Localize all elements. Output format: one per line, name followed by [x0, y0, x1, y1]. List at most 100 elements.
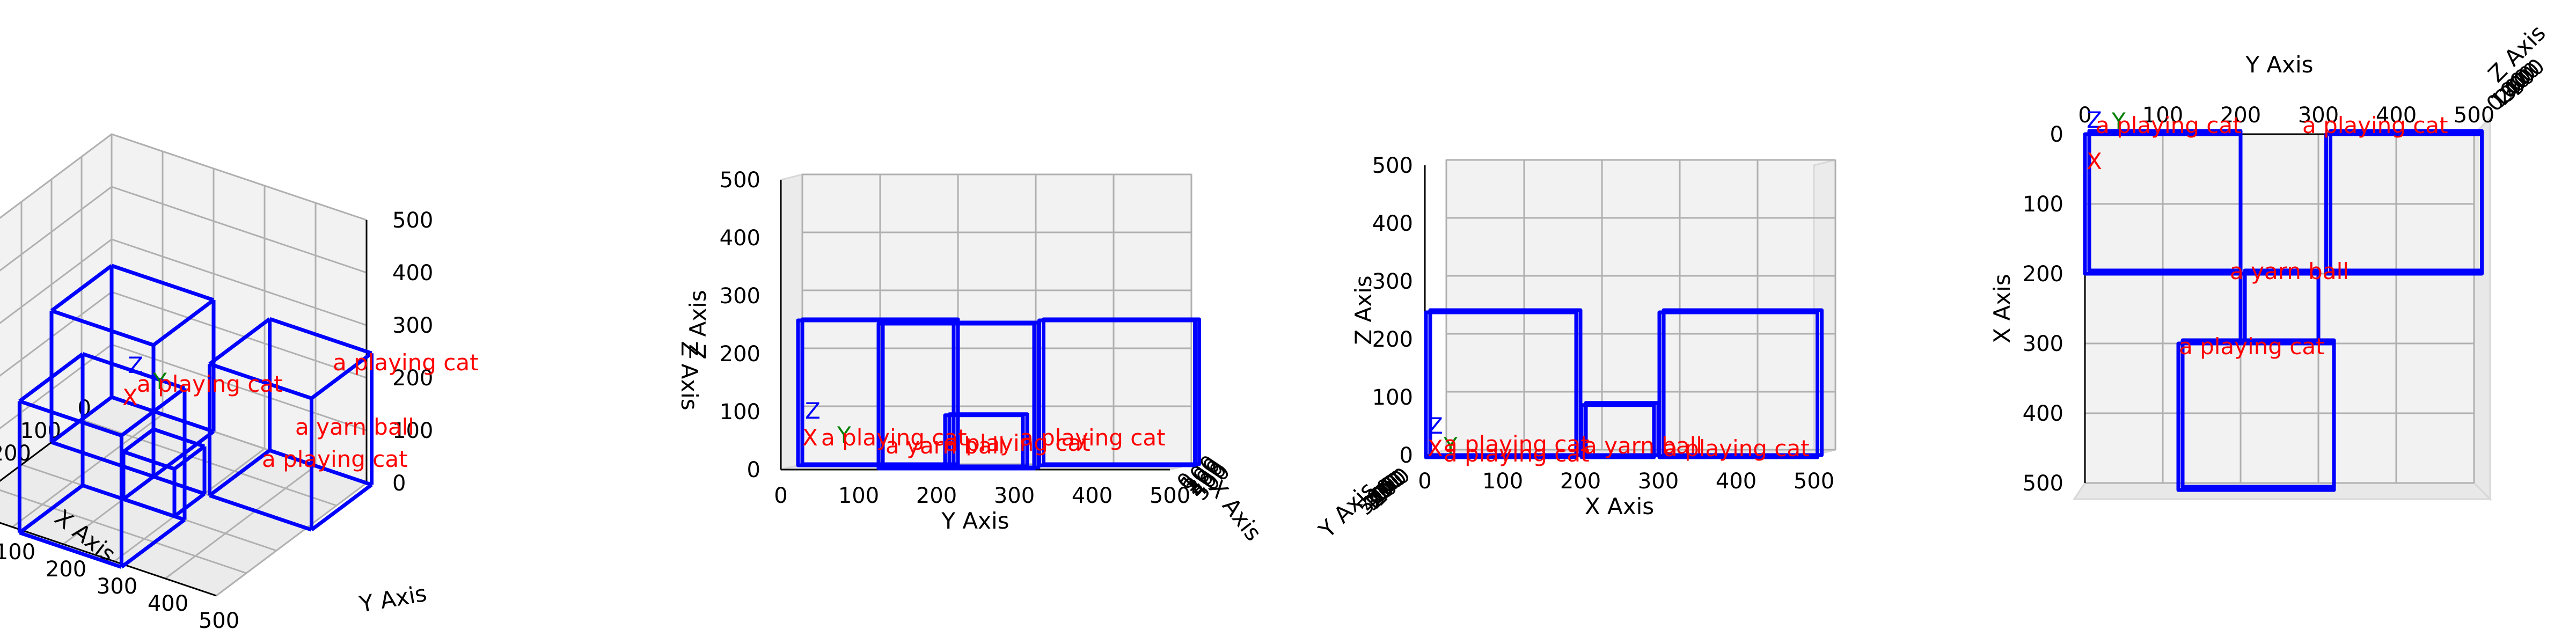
y-tick-label: 0 [2078, 103, 2091, 128]
box-label: a playing cat [137, 371, 283, 397]
box-label: a yarn ball [885, 433, 1005, 459]
y-tick-label: 100 [0, 540, 35, 565]
box-label: a playing cat [2302, 112, 2448, 138]
box-label: a playing cat [1444, 441, 1590, 467]
box-edge [152, 298, 215, 347]
grid-line [0, 343, 112, 429]
y-tick-label: 300 [2298, 103, 2339, 128]
axis-line-y [0, 522, 217, 597]
origin-x-label: X [1428, 435, 1443, 462]
origin-x-label: X [122, 384, 138, 411]
z-tick-label: 0 [1400, 443, 1413, 468]
box-edge [269, 317, 372, 355]
x-tick-label: 300 [1638, 469, 1679, 494]
box-label: a playing cat [333, 349, 479, 376]
x-axis-label: X Axis [1989, 274, 2015, 343]
box-edge [82, 484, 186, 522]
bounding-box [1657, 310, 1819, 459]
box-edge [50, 309, 155, 347]
y-tick-label: 100 [838, 484, 879, 508]
y-tick-label: 100 [2142, 103, 2183, 128]
grid-line [216, 482, 367, 597]
box-edge [122, 427, 155, 453]
box-edge [18, 484, 84, 535]
origin-x-label: X [2087, 148, 2102, 174]
box-edge [111, 264, 215, 302]
box-edge [122, 450, 175, 471]
box-edge [152, 474, 206, 496]
perspective-view-panel: 0001001001002002002003003003004004004005… [0, 133, 702, 633]
bounding-box [208, 317, 374, 532]
y-tick-label: 300 [994, 484, 1035, 508]
y-tick-label: 500 [1150, 484, 1190, 508]
box-label: a yarn ball [2230, 258, 2349, 284]
box-edge [50, 440, 155, 479]
bounding-box [876, 321, 1036, 471]
grid-line [0, 238, 112, 324]
box-label: a playing cat [821, 425, 967, 451]
y-tick-label: 400 [2376, 103, 2417, 128]
box-edge [82, 352, 186, 390]
box-edge [208, 449, 271, 497]
y-axis-label: Y Axis [2245, 52, 2313, 78]
bounding-box [2087, 129, 2243, 273]
z-tick-label: 200 [720, 342, 760, 367]
y-tick-label: 200 [2220, 103, 2261, 128]
z-tick-label: 300 [392, 313, 433, 338]
x-axis-label: X Axis [1585, 493, 1654, 519]
box-edge [120, 386, 186, 437]
box-edge [209, 362, 312, 400]
z-tick-label: 0 [747, 458, 760, 482]
z-tick-label: 400 [1372, 211, 1413, 236]
z-tick-label: 200 [392, 366, 433, 391]
box-edge [19, 399, 122, 437]
y-tick-label: 200 [46, 557, 86, 582]
box-edge [122, 475, 155, 501]
z-tick-label: 100 [1372, 385, 1413, 410]
z-tick-label: 500 [1372, 153, 1413, 178]
origin-z-label: Z [1428, 413, 1443, 439]
origin-x-label: X [802, 425, 818, 451]
box-edge [310, 352, 373, 400]
y-tick-label: 0 [774, 484, 787, 508]
y-tick-label: 400 [148, 591, 188, 616]
x-tick-label: 0 [1418, 469, 1431, 494]
z-axis-label: Z Axis [1350, 275, 1377, 345]
z-tick-label: 500 [392, 208, 433, 233]
box-label: a yarn ball [295, 414, 414, 440]
box-edge [208, 317, 271, 366]
box-label: a playing cat [945, 430, 1091, 456]
x-tick-label: 300 [0, 464, 1, 488]
z-tick-label: 300 [720, 284, 760, 309]
z-tick-label: 0 [392, 471, 406, 496]
bounding-box [2180, 338, 2336, 489]
bounding-box [796, 318, 956, 467]
x-tick-label: 400 [1716, 469, 1757, 494]
x-tick-label: 200 [0, 441, 31, 466]
origin-z-label: Z [128, 352, 143, 378]
bounding-box [1428, 308, 1583, 457]
bounding-box [1579, 403, 1656, 459]
y-axis-label: Y Axis [357, 580, 429, 618]
z-axis-label: Z Axis [676, 341, 702, 410]
bounding-box [121, 427, 207, 518]
grid-line [12, 413, 163, 528]
box-edge [18, 352, 84, 403]
box-edge [152, 427, 206, 449]
grid-line [165, 465, 316, 580]
grid-line [111, 186, 367, 274]
x-tick-label: 500 [2023, 471, 2063, 496]
y-axis-label: Y Axis [941, 508, 1009, 534]
bounding-box [2329, 129, 2484, 273]
box-edge [111, 395, 215, 434]
bounding-box [1662, 308, 1824, 457]
grid-line [111, 291, 367, 379]
x-tick-label: 200 [2023, 262, 2063, 287]
z-tick-label: 400 [720, 226, 760, 251]
z-axis-label: Z Axis [685, 290, 711, 359]
z-tick-label: 300 [1372, 269, 1413, 294]
box-label: a yarn ball [1583, 433, 1702, 459]
box-edge [209, 493, 312, 532]
